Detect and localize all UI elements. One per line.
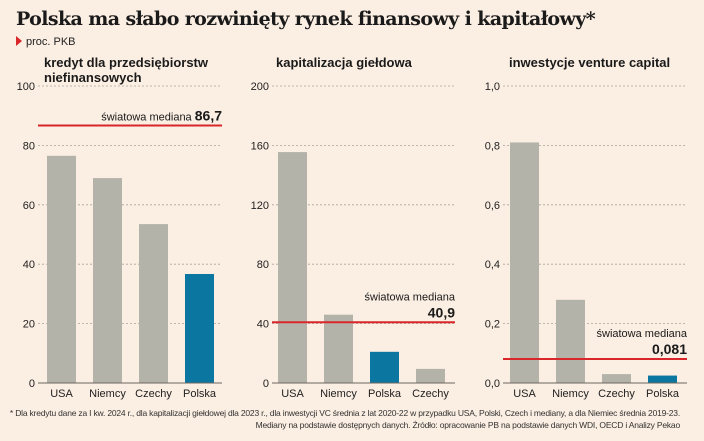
x-tick-label: Polska bbox=[368, 388, 402, 400]
bar-usa bbox=[278, 152, 307, 383]
bar-polska bbox=[370, 351, 399, 383]
x-tick-label: USA bbox=[513, 388, 536, 400]
median-label: światowa mediana bbox=[597, 328, 688, 340]
bar-niemcy bbox=[556, 299, 585, 383]
x-tick-label: Czechy bbox=[598, 388, 635, 400]
x-tick-label: Polska bbox=[183, 388, 217, 400]
bar-czechy bbox=[602, 374, 631, 383]
median-value: 0,081 bbox=[652, 341, 687, 357]
bar-czechy bbox=[416, 368, 445, 383]
bar-usa bbox=[510, 142, 539, 383]
x-tick-label: Czechy bbox=[412, 388, 449, 400]
y-tick-label: 0 bbox=[29, 378, 35, 390]
y-tick-label: 80 bbox=[257, 259, 269, 271]
x-tick-label: Niemcy bbox=[320, 388, 357, 400]
unit-label: proc. PKB bbox=[26, 36, 76, 48]
chart-title: Polska ma słabo rozwinięty rynek finanso… bbox=[16, 8, 596, 30]
panel-title: kredyt dla przedsiębiorstw bbox=[44, 55, 209, 70]
x-tick-label: Polska bbox=[646, 388, 680, 400]
y-tick-label: 200 bbox=[251, 81, 269, 93]
bar-polska bbox=[648, 375, 677, 383]
y-tick-label: 0 bbox=[263, 378, 269, 390]
median-label: światowa mediana bbox=[365, 291, 456, 303]
y-tick-label: 20 bbox=[23, 319, 35, 331]
y-tick-label: 0,6 bbox=[485, 200, 500, 212]
y-tick-label: 1,0 bbox=[485, 81, 500, 93]
y-tick-label: 0,0 bbox=[485, 378, 500, 390]
panel-title: niefinansowych bbox=[44, 70, 142, 85]
y-tick-label: 100 bbox=[17, 81, 35, 93]
y-tick-label: 0,8 bbox=[485, 140, 500, 152]
footnote-line-1: * Dla kredytu dane za I kw. 2024 r., dla… bbox=[9, 408, 680, 418]
median-annotation: światowa mediana 86,7 bbox=[101, 108, 222, 124]
panel-title: kapitalizacja giełdowa bbox=[276, 55, 413, 70]
unit-subtitle: proc. PKB bbox=[16, 36, 76, 48]
footnote-line-2: Mediany na podstawie dostępnych danych. … bbox=[255, 420, 681, 430]
y-tick-label: 40 bbox=[23, 259, 35, 271]
x-tick-label: Niemcy bbox=[552, 388, 589, 400]
y-tick-label: 0,4 bbox=[485, 259, 500, 271]
panel-title: inwestycje venture capital bbox=[509, 55, 670, 70]
y-tick-label: 160 bbox=[251, 140, 269, 152]
y-tick-label: 0,2 bbox=[485, 319, 500, 331]
y-tick-label: 40 bbox=[257, 319, 269, 331]
bar-polska bbox=[185, 274, 214, 383]
x-tick-label: Czechy bbox=[135, 388, 172, 400]
x-tick-label: USA bbox=[281, 388, 304, 400]
bar-niemcy bbox=[324, 314, 353, 383]
y-tick-label: 80 bbox=[23, 140, 35, 152]
x-tick-label: USA bbox=[50, 388, 73, 400]
bar-niemcy bbox=[93, 178, 122, 383]
x-tick-label: Niemcy bbox=[89, 388, 126, 400]
y-tick-label: 120 bbox=[251, 200, 269, 212]
triangle-marker-icon bbox=[16, 36, 22, 46]
footnote: * Dla kredytu dane za I kw. 2024 r., dla… bbox=[10, 407, 680, 431]
y-tick-label: 60 bbox=[23, 200, 35, 212]
bar-usa bbox=[47, 155, 76, 383]
median-value: 40,9 bbox=[428, 304, 455, 320]
median-label: światowa mediana bbox=[101, 112, 195, 124]
bar-czechy bbox=[139, 224, 168, 383]
median-value: 86,7 bbox=[195, 108, 222, 124]
